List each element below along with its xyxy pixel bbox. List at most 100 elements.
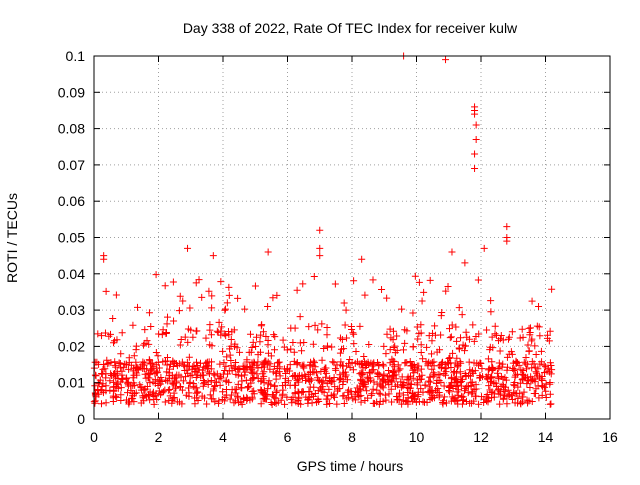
data-point [444, 360, 452, 368]
data-point [146, 396, 154, 404]
data-point [234, 371, 242, 379]
data-point [484, 398, 492, 406]
data-point [323, 331, 331, 339]
data-point [423, 343, 431, 351]
data-point [360, 381, 368, 389]
data-point [147, 323, 155, 331]
data-point [116, 359, 124, 367]
data-point [439, 400, 447, 408]
data-point [310, 273, 318, 281]
data-point [452, 323, 460, 331]
data-point [474, 276, 482, 284]
data-point [181, 366, 189, 374]
data-point [386, 359, 394, 367]
data-point [112, 291, 120, 299]
data-point [453, 388, 461, 396]
data-point [220, 359, 228, 367]
data-point [173, 398, 181, 406]
data-point [340, 299, 348, 307]
data-point [516, 379, 524, 387]
data-point [184, 369, 192, 377]
data-point [424, 388, 432, 396]
data-point [383, 373, 391, 381]
data-point [410, 392, 418, 400]
data-point [100, 255, 108, 263]
data-point [485, 382, 493, 390]
data-point [472, 385, 480, 393]
data-point [180, 377, 188, 385]
data-point [488, 388, 496, 396]
data-point [264, 349, 272, 357]
data-point [163, 361, 171, 369]
data-point [369, 276, 377, 284]
data-point [524, 341, 532, 349]
data-point [401, 339, 409, 347]
data-point [477, 360, 485, 368]
data-point [444, 283, 452, 291]
data-point [546, 359, 554, 367]
data-point [99, 365, 107, 373]
data-point [109, 370, 117, 378]
data-point [180, 361, 188, 369]
data-point [407, 380, 415, 388]
data-point [332, 366, 340, 374]
data-point [294, 388, 302, 396]
data-point [365, 341, 373, 349]
data-point [524, 360, 532, 368]
data-point [300, 364, 308, 372]
data-point [415, 278, 423, 286]
x-tick-label: 2 [155, 429, 163, 445]
data-point [171, 359, 179, 367]
data-point [483, 391, 491, 399]
data-point [380, 342, 388, 350]
data-point [154, 358, 162, 366]
data-point [532, 351, 540, 359]
data-point [168, 371, 176, 379]
data-point [453, 354, 461, 362]
y-tick-label: 0.01 [58, 375, 85, 391]
data-point [385, 390, 393, 398]
data-point [140, 364, 148, 372]
data-point [309, 392, 317, 400]
data-point [294, 397, 302, 405]
data-point [494, 364, 502, 372]
data-point [242, 376, 250, 384]
data-point [243, 396, 251, 404]
data-point [505, 333, 513, 341]
data-point [536, 332, 544, 340]
data-point [394, 361, 402, 369]
data-point [367, 391, 375, 399]
data-point [406, 357, 414, 365]
x-tick-label: 8 [348, 429, 356, 445]
data-point [271, 333, 279, 341]
data-point [391, 342, 399, 350]
data-point [166, 365, 174, 373]
data-point [177, 335, 185, 343]
data-point [209, 395, 217, 403]
data-point [316, 244, 324, 252]
data-point [513, 390, 521, 398]
data-point [525, 324, 533, 332]
data-point [522, 354, 530, 362]
data-point [193, 327, 201, 335]
data-point [441, 360, 449, 368]
data-point [535, 303, 543, 311]
data-point [231, 340, 239, 348]
data-point [204, 368, 212, 376]
data-point [472, 121, 480, 129]
data-point [333, 400, 341, 408]
data-point [259, 370, 267, 378]
data-point [388, 372, 396, 380]
data-point [161, 386, 169, 394]
data-point [181, 333, 189, 341]
data-point [251, 282, 259, 290]
data-point [475, 400, 483, 408]
data-point [428, 350, 436, 358]
data-point [451, 359, 459, 367]
data-point [101, 365, 109, 373]
data-point [526, 383, 534, 391]
data-point [488, 333, 496, 341]
data-point [109, 394, 117, 402]
data-point [523, 380, 531, 388]
data-point [503, 400, 511, 408]
